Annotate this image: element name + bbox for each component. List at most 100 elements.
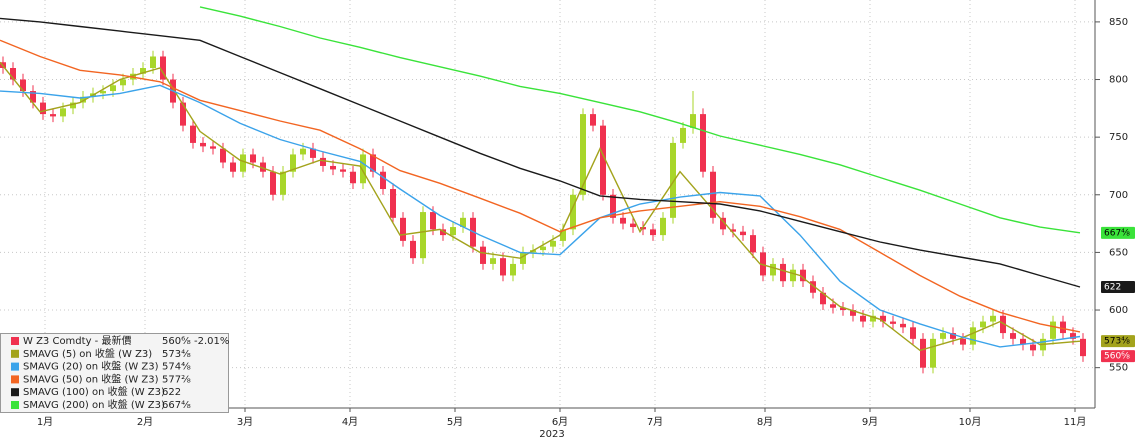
candle-body — [680, 127, 686, 143]
candle-body — [960, 338, 966, 345]
candle-body — [410, 240, 416, 259]
candle-body — [330, 165, 336, 170]
candle-body — [590, 114, 596, 126]
candle-body — [650, 229, 656, 236]
x-tick-label: 9月 — [862, 416, 878, 428]
candle-body — [910, 327, 916, 339]
legend-value: 574⁴⁄₈ — [162, 362, 191, 373]
candle-body — [710, 171, 716, 218]
candle-body — [870, 315, 876, 322]
candle-body — [1010, 333, 1016, 339]
candle-body — [740, 231, 746, 236]
x-tick-label: 1月 — [37, 416, 53, 428]
candle-body — [900, 323, 906, 328]
candle-body — [820, 292, 826, 305]
candle-body — [550, 240, 556, 247]
candle-body — [430, 212, 436, 230]
x-tick-label: 4月 — [342, 416, 358, 428]
candle-body — [560, 229, 566, 241]
ma-line — [0, 39, 1081, 333]
value-tag-label: 573⁴⁄₈ — [1104, 337, 1130, 347]
ma-line — [0, 17, 1081, 288]
candle-body — [750, 235, 756, 253]
candle-body — [990, 315, 996, 322]
year-label: 2023 — [539, 429, 564, 440]
candle-body — [850, 310, 856, 316]
candle-body — [440, 229, 446, 236]
candle-body — [840, 307, 846, 311]
candle-body — [780, 263, 786, 282]
candle-body — [770, 263, 776, 276]
candle-body — [230, 162, 236, 172]
candle-body — [920, 338, 926, 368]
value-tag — [1101, 226, 1135, 239]
candle-body — [670, 142, 676, 218]
candle-body — [490, 258, 496, 264]
candle-body — [220, 148, 226, 163]
candle-body — [300, 148, 306, 155]
candle-body — [940, 333, 946, 339]
legend-swatch — [11, 401, 19, 409]
candle-body — [1060, 321, 1066, 334]
legend-label: SMAVG (50) on 收盤 (W Z3) — [23, 372, 159, 385]
candle-body — [1050, 321, 1056, 339]
x-tick-label: 6月 — [552, 416, 568, 428]
candle-body — [620, 217, 626, 224]
candle-body — [310, 148, 316, 158]
candle-body — [450, 227, 456, 236]
legend-box — [0, 333, 229, 413]
value-tag — [1101, 350, 1135, 363]
candle-body — [800, 269, 806, 282]
legend-value: 667⁴⁄₈ — [162, 400, 191, 411]
legend-label: SMAVG (200) on 收盤 (W Z3) — [23, 398, 165, 411]
candle-body — [810, 281, 816, 293]
candle-body — [210, 146, 216, 149]
candle-body — [20, 79, 26, 92]
candle-body — [860, 315, 866, 322]
legend-label: SMAVG (20) on 收盤 (W Z3) — [23, 360, 159, 373]
legend-value: 573⁴⁄₈ — [162, 349, 191, 360]
candle-body — [890, 321, 896, 324]
candle-body — [460, 217, 466, 228]
grid — [0, 0, 1095, 408]
candle-body — [50, 114, 56, 117]
legend-swatch — [11, 388, 19, 397]
candle-body — [10, 68, 16, 80]
legend-swatch — [11, 375, 19, 384]
candle-body — [510, 263, 516, 276]
candle-body — [180, 102, 186, 126]
y-tick-label: 700 — [1109, 190, 1128, 201]
candle-body — [420, 212, 426, 259]
candle-body — [140, 68, 146, 74]
legend-value: 622 — [162, 387, 181, 398]
axes: 550 600 650 700 750 800 850 1月 2月 3月 4月 5月 6月 7月 8月 9月 1… — [37, 17, 1135, 440]
candle-body — [380, 171, 386, 190]
y-tick-label: 850 — [1109, 17, 1128, 28]
candle-body — [1030, 344, 1036, 351]
candle-body — [190, 125, 196, 143]
y-tick-label: 650 — [1109, 247, 1128, 258]
candle-body — [500, 258, 506, 276]
value-tag-label: 560⁶⁄₈ — [1104, 352, 1130, 362]
candle-body — [110, 85, 116, 92]
candle-body — [270, 171, 276, 195]
candle-body — [160, 56, 166, 80]
ma-line — [0, 84, 1081, 348]
candle-body — [360, 154, 366, 184]
x-tick-label: 11月 — [1064, 416, 1087, 428]
candle-body — [660, 217, 666, 236]
legend-value: 577²⁄₈ — [162, 374, 191, 385]
x-tick-label: 3月 — [237, 416, 253, 428]
candle-body — [830, 304, 836, 308]
legend: W Z3 Comdty - 最新價 560⁶⁄₈ -2.01% SMAVG (5) o… — [0, 333, 229, 413]
candle-body — [120, 79, 126, 86]
candle-body — [950, 333, 956, 339]
candle-body — [400, 217, 406, 241]
y-tick-label: 600 — [1109, 305, 1128, 316]
candle-body — [980, 321, 986, 328]
candle-body — [970, 327, 976, 345]
x-tick-label: 10月 — [959, 416, 982, 428]
candle-body — [700, 114, 706, 172]
